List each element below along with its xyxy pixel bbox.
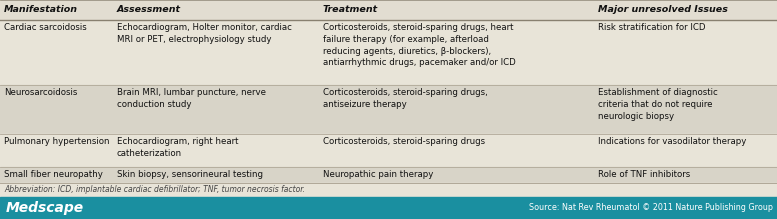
- Text: Small fiber neuropathy: Small fiber neuropathy: [4, 170, 103, 179]
- Text: Cardiac sarcoidosis: Cardiac sarcoidosis: [4, 23, 87, 32]
- Text: Corticosteroids, steroid-sparing drugs: Corticosteroids, steroid-sparing drugs: [322, 137, 485, 146]
- Text: Skin biopsy, sensorineural testing: Skin biopsy, sensorineural testing: [117, 170, 263, 179]
- Text: Echocardiogram, right heart
catheterization: Echocardiogram, right heart catheterizat…: [117, 137, 239, 158]
- Bar: [0, 20, 777, 85]
- Bar: [0, 167, 777, 183]
- Text: Indications for vasodilator therapy: Indications for vasodilator therapy: [598, 137, 747, 146]
- Text: Corticosteroids, steroid-sparing drugs, heart
failure therapy (for example, afte: Corticosteroids, steroid-sparing drugs, …: [322, 23, 515, 67]
- Text: Manifestation: Manifestation: [4, 5, 78, 14]
- Text: Abbreviation: ICD, implantable cardiac defibrillator; TNF, tumor necrosis factor: Abbreviation: ICD, implantable cardiac d…: [4, 185, 305, 194]
- Bar: [0, 134, 777, 167]
- Text: Corticosteroids, steroid-sparing drugs,
antiseizure therapy: Corticosteroids, steroid-sparing drugs, …: [322, 88, 487, 109]
- Text: Treatment: Treatment: [322, 5, 378, 14]
- Text: Medscape: Medscape: [6, 201, 84, 215]
- Text: Risk stratification for ICD: Risk stratification for ICD: [598, 23, 706, 32]
- Text: Role of TNF inhibitors: Role of TNF inhibitors: [598, 170, 691, 179]
- Text: Brain MRI, lumbar puncture, nerve
conduction study: Brain MRI, lumbar puncture, nerve conduc…: [117, 88, 266, 109]
- Bar: [0, 183, 777, 197]
- Text: Neuropathic pain therapy: Neuropathic pain therapy: [322, 170, 433, 179]
- Text: Pulmonary hypertension: Pulmonary hypertension: [4, 137, 110, 146]
- Text: Major unresolved Issues: Major unresolved Issues: [598, 5, 728, 14]
- Text: Source: Nat Rev Rheumatol © 2011 Nature Publishing Group: Source: Nat Rev Rheumatol © 2011 Nature …: [529, 203, 773, 212]
- Text: Establishment of diagnostic
criteria that do not require
neurologic biopsy: Establishment of diagnostic criteria tha…: [598, 88, 718, 121]
- Text: Assessment: Assessment: [117, 5, 181, 14]
- Bar: [0, 197, 777, 219]
- Text: Neurosarcoidosis: Neurosarcoidosis: [4, 88, 78, 97]
- Bar: [0, 85, 777, 134]
- Bar: [0, 0, 777, 20]
- Text: Echocardiogram, Holter monitor, cardiac
MRI or PET, electrophysiology study: Echocardiogram, Holter monitor, cardiac …: [117, 23, 291, 44]
